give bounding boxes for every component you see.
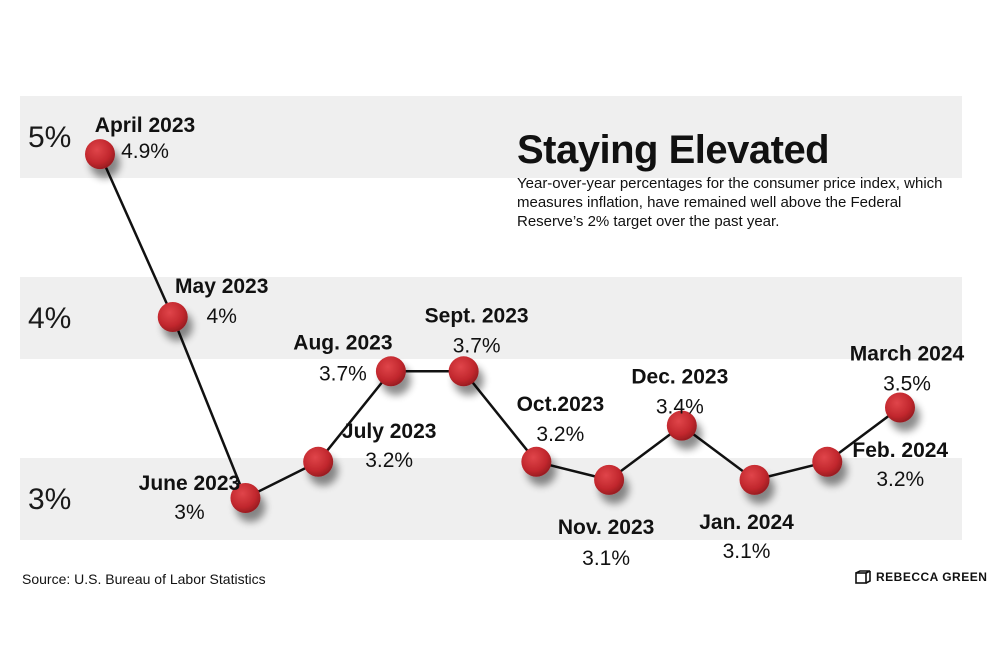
- point-date-label: April 2023: [95, 114, 195, 137]
- point-date-label: Nov. 2023: [558, 516, 655, 539]
- grid-band: [20, 458, 962, 540]
- data-point-marker: [812, 446, 843, 477]
- point-value-label: 4.9%: [121, 140, 169, 163]
- source-note: Source: U.S. Bureau of Labor Statistics: [22, 571, 266, 587]
- point-date-label: Dec. 2023: [631, 366, 728, 389]
- data-point-marker: [594, 464, 625, 495]
- point-date-label: March 2024: [850, 343, 965, 366]
- point-date-label: May 2023: [175, 275, 268, 298]
- point-value-label: 3.4%: [656, 396, 704, 419]
- y-tick-label: 4%: [28, 302, 71, 335]
- cube-logo-icon: [855, 570, 871, 584]
- point-value-label: 3.1%: [723, 540, 771, 563]
- data-point-marker: [303, 446, 334, 477]
- y-tick-label: 3%: [28, 483, 71, 516]
- point-value-label: 4%: [207, 305, 237, 328]
- point-value-label: 3.2%: [365, 449, 413, 472]
- chart-title: Staying Elevated: [517, 128, 830, 172]
- title-block: Staying Elevated Year-over-year percenta…: [517, 128, 957, 231]
- point-date-label: Feb. 2024: [852, 439, 948, 462]
- artist-credit-text: REBECCA GREEN: [876, 570, 988, 584]
- point-value-label: 3.2%: [876, 468, 924, 491]
- point-value-label: 3%: [174, 501, 204, 524]
- point-date-label: Aug. 2023: [293, 331, 392, 354]
- chart-subtitle: Year-over-year percentages for the consu…: [517, 175, 943, 230]
- data-point-marker: [448, 356, 479, 387]
- y-tick-label: 5%: [28, 121, 71, 154]
- data-point-marker: [521, 446, 552, 477]
- data-point-marker: [375, 356, 406, 387]
- point-date-label: June 2023: [139, 472, 241, 495]
- data-point-marker: [230, 483, 261, 513]
- point-date-label: Oct.2023: [517, 393, 605, 416]
- point-date-label: Jan. 2024: [699, 511, 794, 534]
- data-point-marker: [885, 392, 915, 423]
- grid-band: [20, 96, 962, 178]
- point-value-label: 3.7%: [319, 362, 367, 385]
- point-date-label: Sept. 2023: [425, 304, 529, 327]
- point-value-label: 3.1%: [582, 547, 630, 570]
- data-point-marker: [157, 302, 188, 332]
- artist-credit: REBECCA GREEN: [855, 570, 987, 584]
- point-value-label: 3.2%: [536, 423, 584, 446]
- point-value-label: 3.7%: [453, 334, 501, 357]
- data-point-marker: [739, 464, 770, 495]
- point-value-label: 3.5%: [883, 373, 931, 396]
- point-date-label: July 2023: [342, 420, 437, 443]
- data-point-marker: [666, 410, 697, 441]
- data-point-marker: [85, 139, 115, 170]
